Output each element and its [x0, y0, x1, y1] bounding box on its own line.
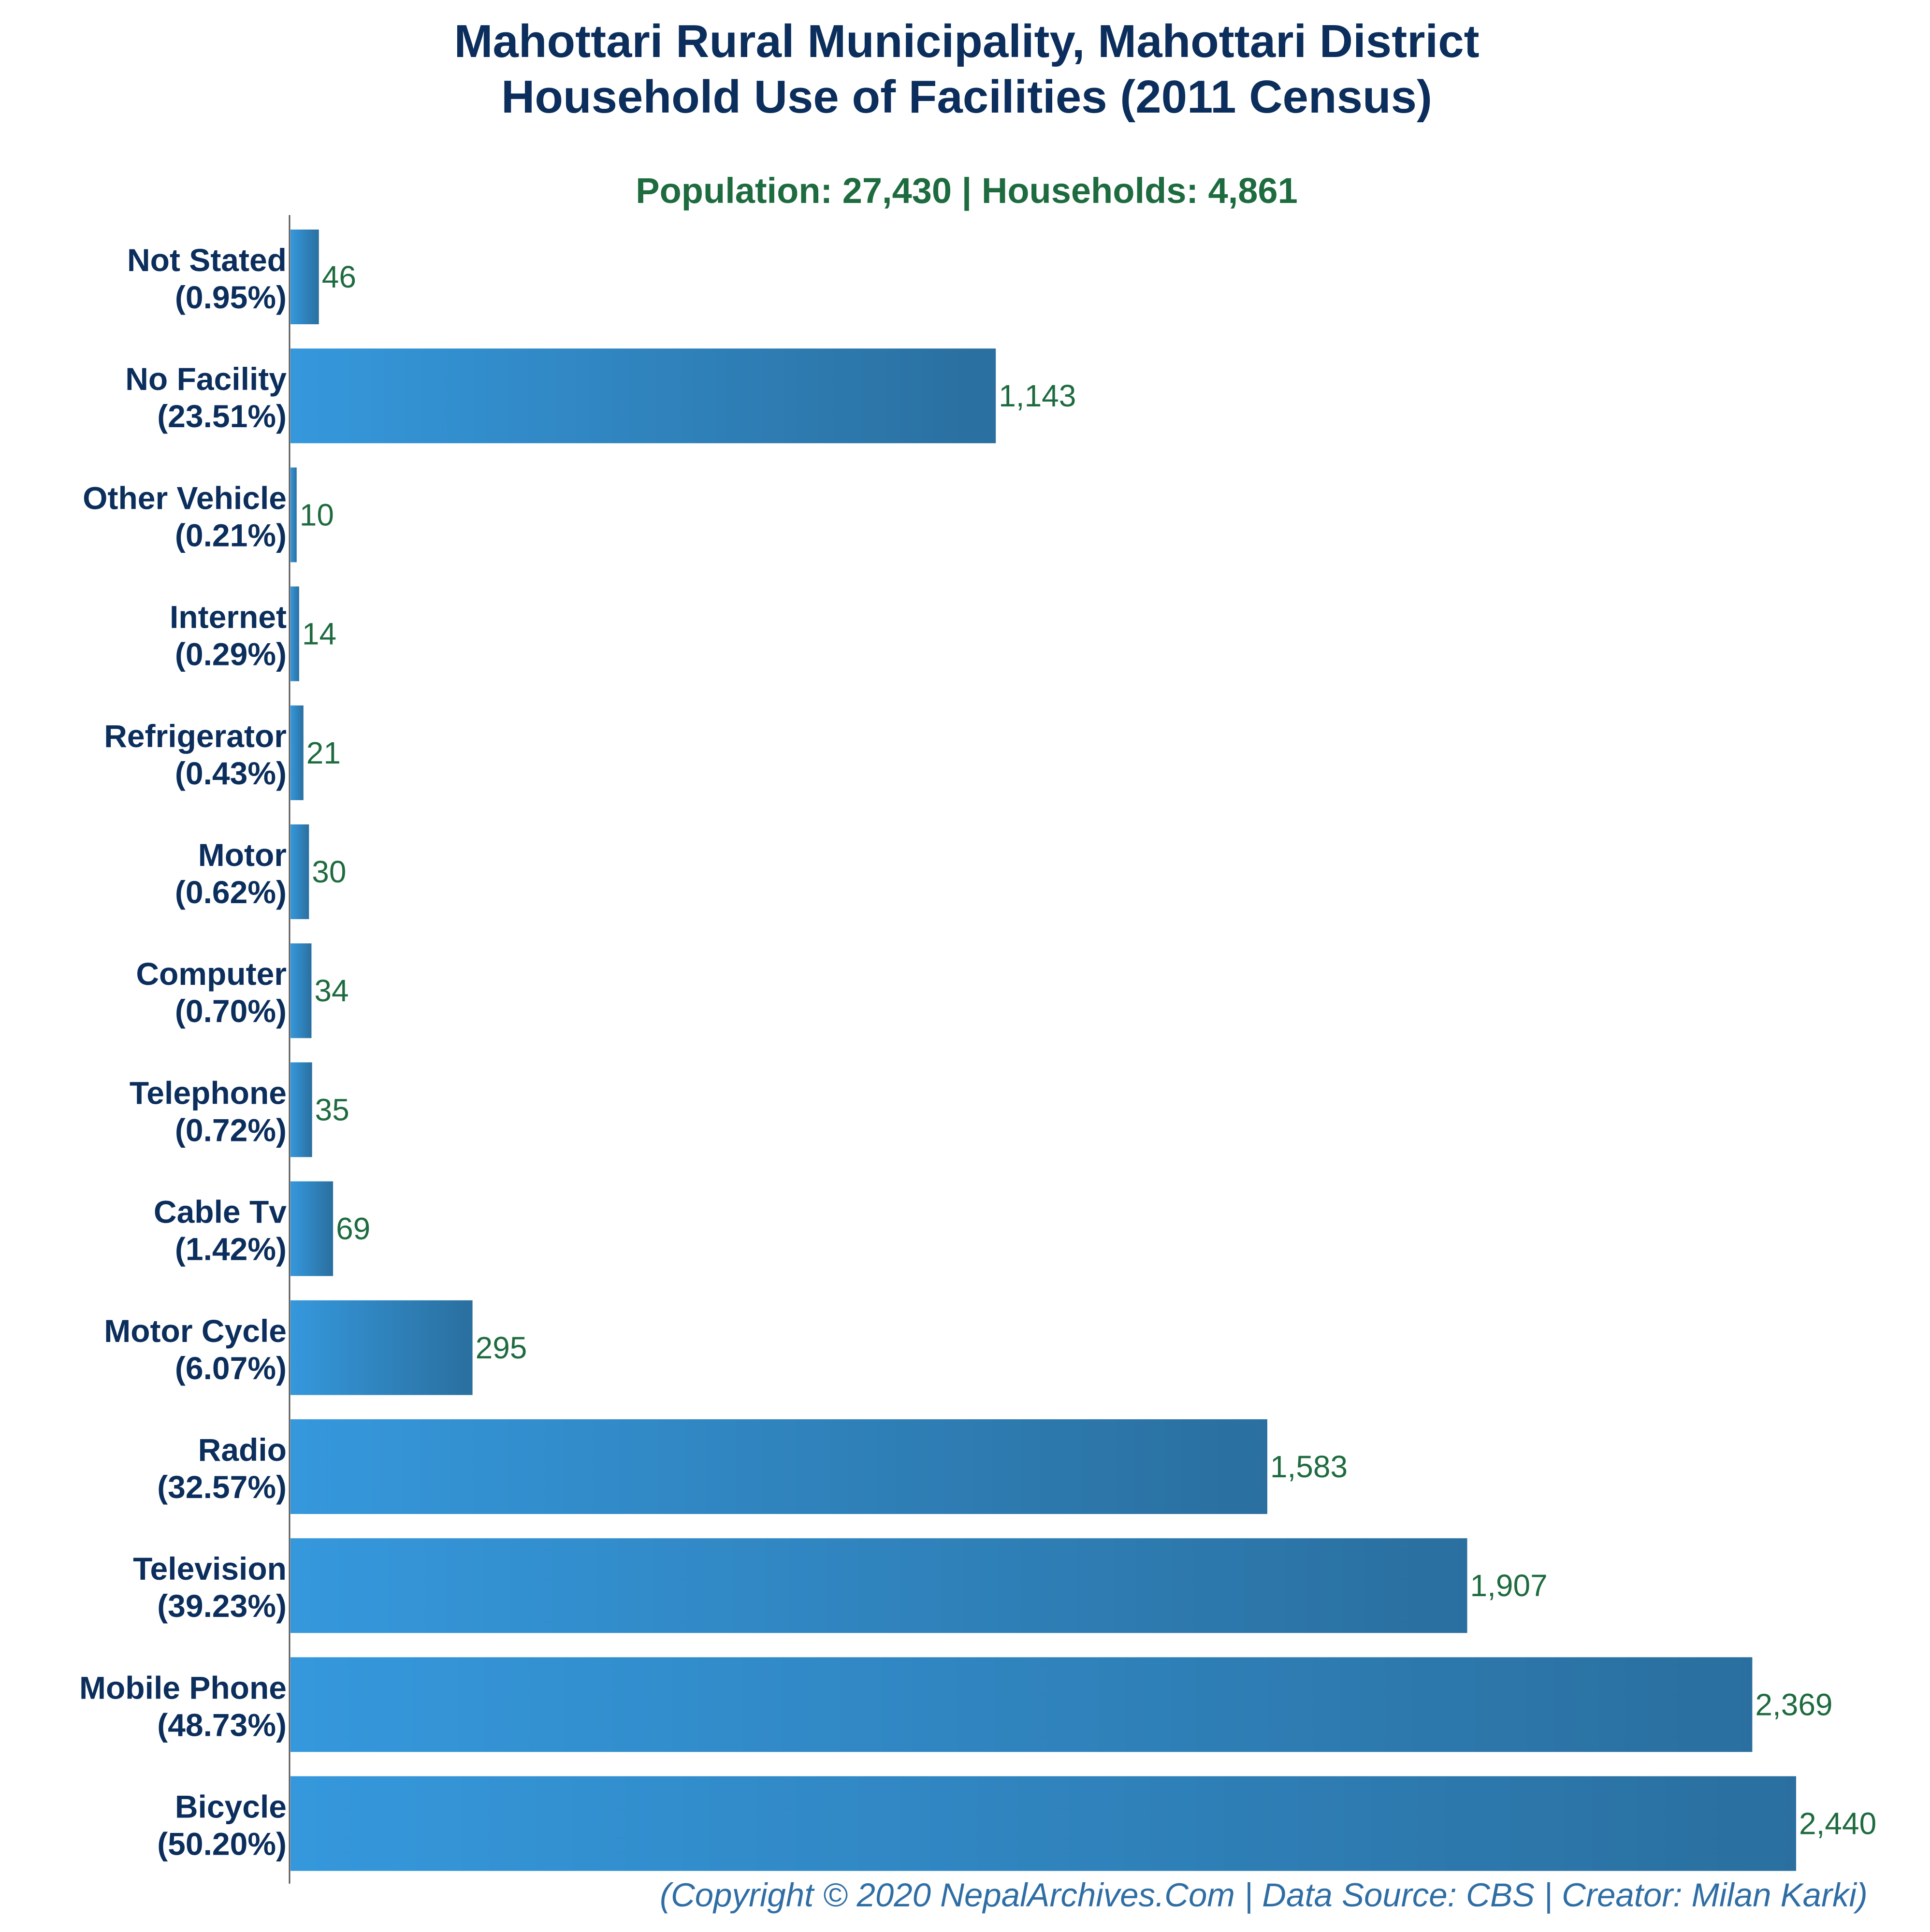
category-label: Mobile Phone	[79, 1670, 287, 1705]
bars-layer: 46 Not Stated(0.95%) 1,143 No Facility(23.5…	[79, 230, 1876, 1871]
category-label: Motor Cycle	[104, 1313, 287, 1349]
percent-label: (48.73%)	[157, 1707, 287, 1743]
category-label: Not Stated	[127, 242, 287, 278]
category-label: Radio	[198, 1432, 287, 1468]
bar-motor	[290, 824, 309, 919]
value-label: 1,907	[1470, 1568, 1548, 1603]
bar-computer	[290, 943, 312, 1038]
bar-not-stated	[290, 230, 319, 324]
chart-footer: (Copyright © 2020 NepalArchives.Com | Da…	[660, 1876, 1868, 1914]
category-label: Motor	[198, 837, 287, 873]
category-label: Television	[133, 1551, 287, 1586]
value-label: 35	[315, 1092, 349, 1127]
percent-label: (0.21%)	[175, 517, 287, 553]
category-label: Cable Tv	[154, 1194, 287, 1230]
category-label: Refrigerator	[104, 718, 287, 754]
category-label: Telephone	[130, 1075, 287, 1110]
percent-label: (6.07%)	[175, 1350, 287, 1386]
percent-label: (0.72%)	[175, 1112, 287, 1148]
percent-label: (39.23%)	[157, 1588, 287, 1624]
value-label: 1,143	[999, 378, 1076, 413]
percent-label: (1.42%)	[175, 1231, 287, 1267]
percent-label: (23.51%)	[157, 398, 287, 434]
bar-radio	[290, 1419, 1267, 1514]
value-label: 14	[302, 617, 336, 651]
bar-internet	[290, 586, 299, 681]
percent-label: (0.70%)	[175, 993, 287, 1029]
percent-label: (0.95%)	[175, 279, 287, 315]
bar-bicycle	[290, 1776, 1796, 1871]
bar-telephone	[290, 1062, 312, 1157]
percent-label: (0.43%)	[175, 755, 287, 791]
value-label: 34	[314, 973, 348, 1008]
chart-subtitle: Population: 27,430 | Households: 4,861	[636, 171, 1298, 211]
value-label: 30	[312, 854, 346, 889]
percent-label: (0.29%)	[175, 636, 287, 672]
value-label: 2,369	[1755, 1687, 1832, 1722]
value-label: 46	[322, 260, 356, 294]
bar-refrigerator	[290, 705, 304, 800]
bar-other-vehicle	[290, 467, 297, 562]
category-label: Internet	[170, 599, 287, 635]
bar-no-facility	[290, 348, 996, 444]
bar-mobile-phone	[290, 1657, 1753, 1752]
bar-motor-cycle	[290, 1300, 473, 1395]
value-label: 295	[476, 1330, 527, 1365]
percent-label: (0.62%)	[175, 874, 287, 910]
bar-cable-tv	[290, 1181, 334, 1276]
percent-label: (50.20%)	[157, 1826, 287, 1862]
chart-title-line-2: Household Use of Facilities (2011 Census…	[501, 71, 1432, 123]
chart-title-line-1: Mahottari Rural Municipality, Mahottari …	[454, 15, 1479, 67]
value-label: 10	[300, 497, 334, 532]
category-label: Computer	[136, 956, 287, 992]
value-label: 69	[336, 1211, 370, 1246]
value-label: 21	[306, 735, 341, 770]
bar-television	[290, 1538, 1467, 1633]
category-label: Other Vehicle	[83, 480, 287, 516]
value-label: 1,583	[1270, 1449, 1348, 1484]
category-label: No Facility	[125, 361, 287, 397]
value-label: 2,440	[1799, 1806, 1876, 1841]
percent-label: (32.57%)	[157, 1469, 287, 1505]
category-label: Bicycle	[175, 1789, 287, 1825]
